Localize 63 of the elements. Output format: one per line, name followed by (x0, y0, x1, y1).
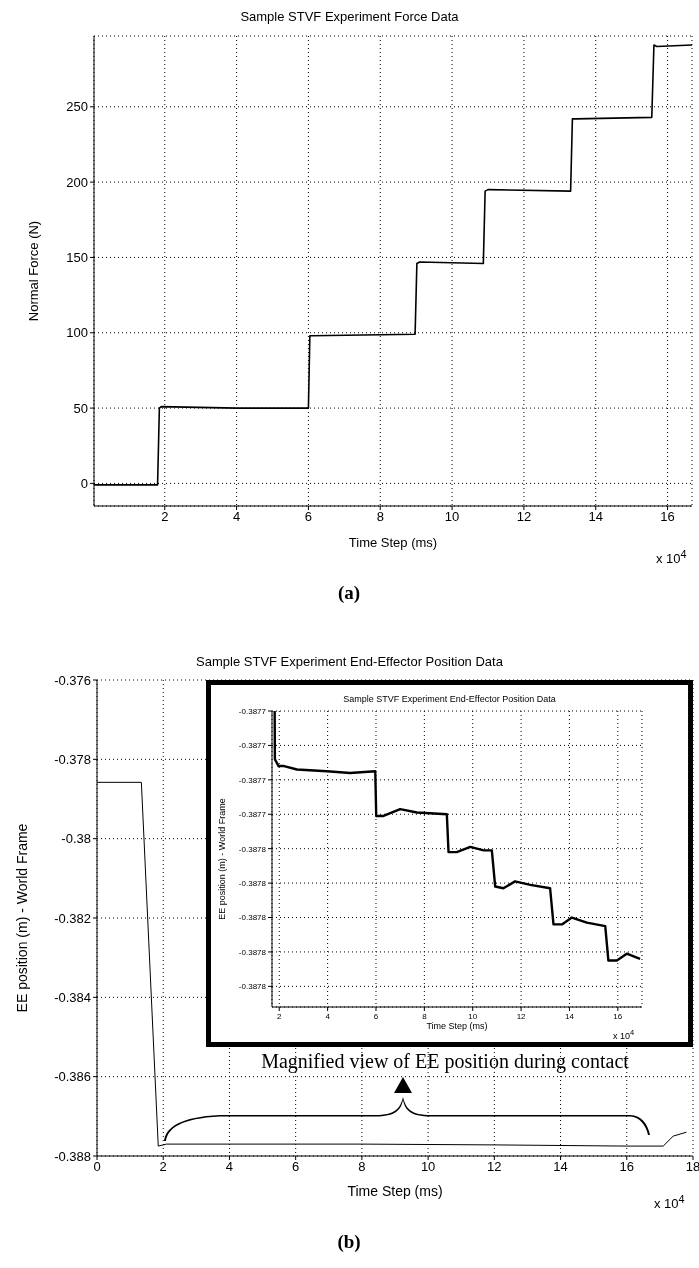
x-tick-label: 16 (613, 1011, 623, 1021)
x-tick-label: 10 (420, 1159, 436, 1175)
chart-title: Sample STVF Experiment Force Data (239, 9, 460, 24)
y-tick-label: -0.388 (54, 1148, 91, 1164)
x-tick-label: 6 (304, 509, 313, 525)
x-tick-label: 8 (358, 1159, 366, 1175)
text: x 10$^{4}$ (656, 548, 687, 567)
y-tick-label: -0.3877 (238, 741, 267, 751)
text: (b) (337, 1231, 361, 1253)
x-tick-label: 4 (232, 509, 241, 525)
y-tick-label: 100 (66, 325, 88, 341)
x-tick-label: 2 (159, 1159, 167, 1175)
x-tick-label: 2 (277, 1011, 283, 1021)
y-axis-title: Normal Force (N) (25, 220, 41, 322)
x-axis-title: Time Step (ms) (348, 535, 438, 550)
x-tick-label: 0 (93, 1159, 101, 1175)
x-tick-label: 2 (161, 509, 169, 525)
x-tick-label: 12 (516, 1011, 527, 1021)
y-tick-label: -0.378 (54, 751, 91, 767)
y-tick-label: 50 (73, 400, 88, 416)
chart-title: Sample STVF Experiment End-Effector Position Data (342, 694, 557, 704)
y-tick-label: -0.3878 (238, 947, 267, 957)
chart-title: Sample STVF Experiment End-Effector Position Data (195, 654, 504, 669)
y-tick-label: 0 (80, 476, 88, 492)
y-axis-title: EE position (m) - World Frame (14, 823, 30, 1013)
y-tick-label: -0.3877 (238, 810, 267, 820)
y-tick-label: -0.3877 (238, 706, 267, 716)
x-tick-label: 12 (487, 1159, 502, 1175)
annotation: Magnified view of EE position during contact (261, 1050, 629, 1073)
x-axis-title: Time Step (ms) (426, 1021, 488, 1031)
y-tick-label: -0.386 (54, 1069, 91, 1085)
x-tick-label: 14 (565, 1011, 575, 1021)
x-tick-label: 4 (225, 1159, 234, 1175)
x-tick-label: 16 (660, 509, 675, 525)
y-axis-title: EE position (m) - World Frame (217, 798, 227, 920)
x-tick-label: 8 (376, 509, 384, 525)
y-tick-label: -0.382 (54, 910, 91, 926)
y-tick-label: -0.376 (54, 672, 91, 688)
x-tick-label: 10 (468, 1011, 478, 1021)
x-tick-label: 10 (444, 509, 460, 525)
y-tick-label: -0.3878 (238, 878, 267, 888)
y-tick-label: -0.3878 (238, 844, 267, 854)
y-tick-label: -0.38 (61, 831, 91, 847)
text: x 10$^{4}$ (654, 1193, 685, 1212)
x-axis-title: Time Step (ms) (347, 1183, 443, 1199)
x-tick-label: 16 (619, 1159, 635, 1175)
text: (a) (337, 582, 361, 604)
x-tick-label: 6 (292, 1159, 300, 1175)
y-tick-label: -0.3878 (238, 982, 267, 992)
y-tick-label: -0.384 (54, 989, 91, 1005)
y-tick-label: 150 (66, 250, 88, 266)
x-tick-label: 18 (685, 1159, 699, 1175)
x-tick-label: 14 (553, 1159, 568, 1175)
x-tick-label: 8 (422, 1011, 428, 1021)
y-tick-label: -0.3877 (238, 775, 267, 785)
y-tick-label: 200 (66, 174, 88, 190)
x-tick-label: 14 (588, 509, 603, 525)
x-tick-label: 6 (373, 1011, 379, 1021)
y-tick-label: -0.3878 (238, 913, 267, 923)
x-tick-label: 12 (516, 509, 532, 525)
y-tick-label: 250 (66, 99, 88, 115)
x-tick-label: 4 (325, 1011, 331, 1021)
annotation: x 10$^{4}$ (613, 1028, 635, 1041)
